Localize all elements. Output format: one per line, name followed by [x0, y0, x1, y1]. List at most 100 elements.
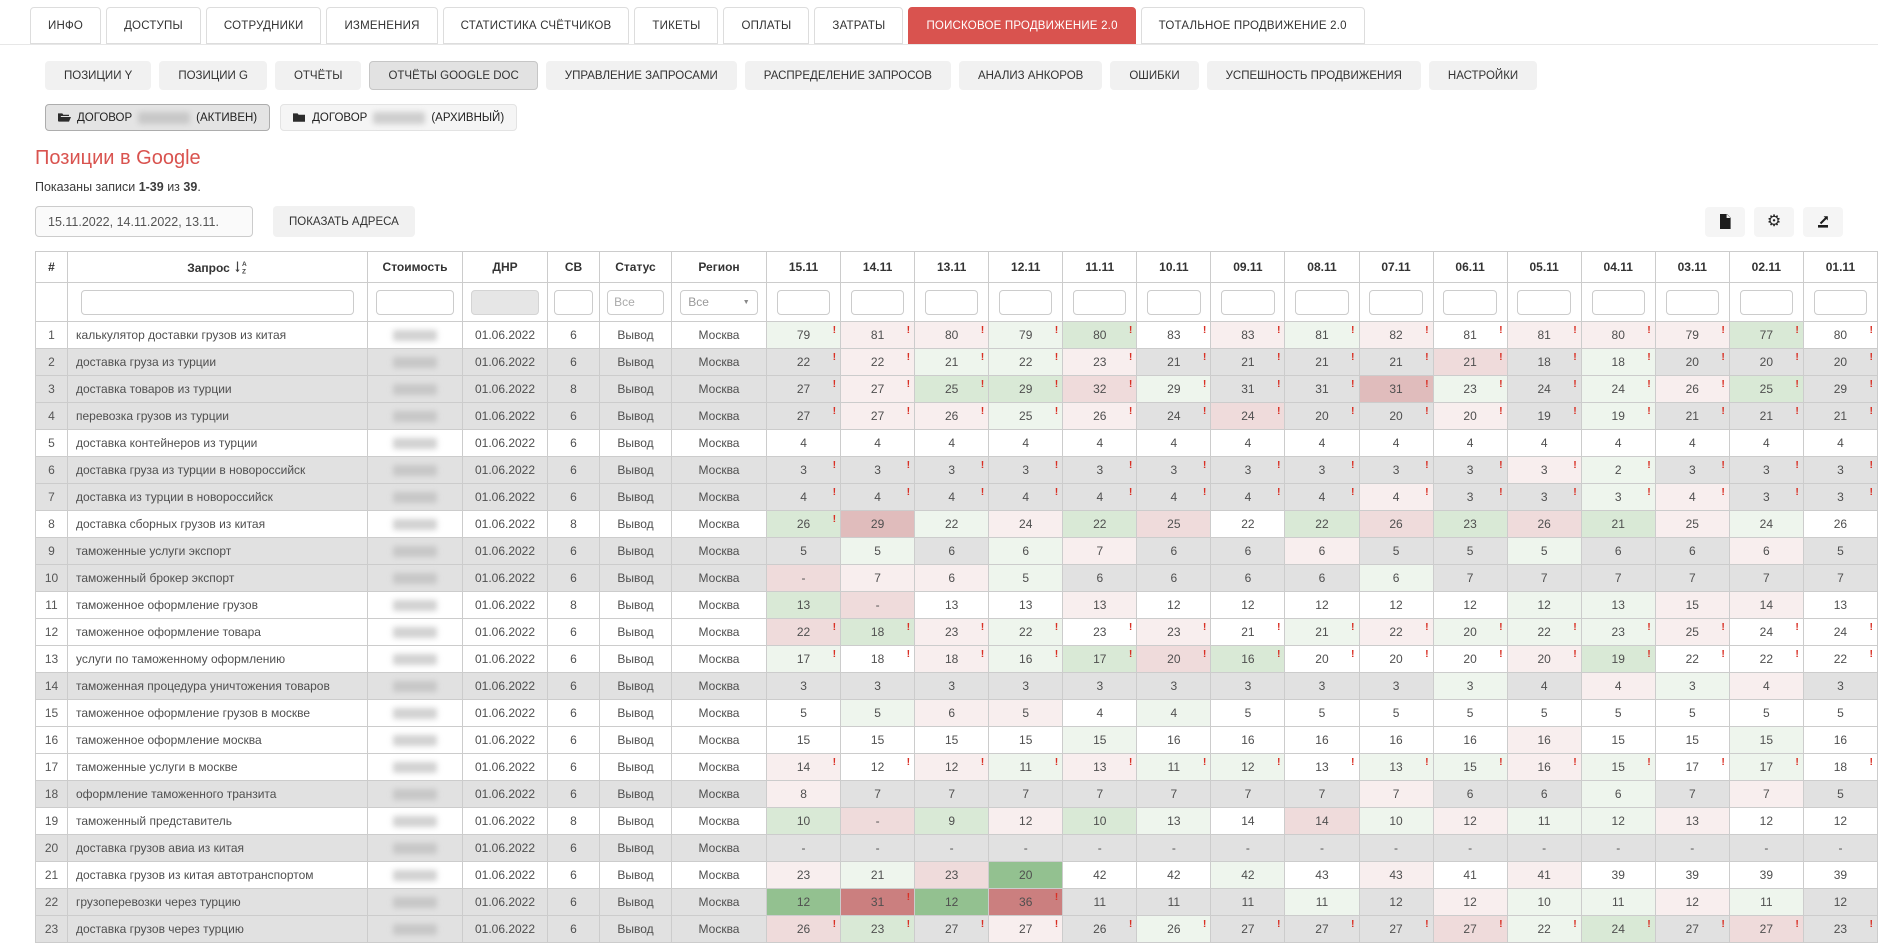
dnr-cell: 01.06.2022 — [462, 618, 548, 646]
contract-button-active[interactable]: ДОГОВОР (АКТИВЕН) — [45, 104, 271, 131]
filter-date-input-02-11[interactable] — [1739, 289, 1794, 315]
cost-redacted — [393, 411, 437, 423]
filter-query-input[interactable] — [80, 289, 355, 315]
filter-date-input-07-11[interactable] — [1369, 289, 1423, 315]
position-value: 20 — [1537, 652, 1551, 666]
dnr-cell: 01.06.2022 — [462, 753, 548, 781]
dates-filter-input[interactable] — [35, 206, 253, 237]
column-header-запрос[interactable]: Запрос A Z — [67, 251, 368, 283]
position-value: 26 — [1389, 517, 1403, 531]
filter-date-input-10-11[interactable] — [1147, 289, 1201, 315]
filter-date-input-15-11[interactable] — [776, 289, 831, 315]
warning-exclamation-icon: ! — [1499, 459, 1503, 471]
filter-date-input-01-11[interactable] — [1813, 289, 1868, 315]
subtab-отч-ты[interactable]: ОТЧЁТЫ — [274, 61, 362, 90]
position-value: - — [1468, 841, 1473, 855]
row-number: 20 — [35, 834, 68, 862]
filter-sv-input[interactable] — [554, 289, 593, 315]
contract-button-archived[interactable]: ДОГОВОР (АРХИВНЫЙ) — [280, 104, 518, 131]
sv-cell: 6 — [547, 618, 600, 646]
filter-date-input-09-11[interactable] — [1221, 289, 1275, 315]
filter-date-input-06-11[interactable] — [1443, 289, 1497, 315]
filter-date-input-03-11[interactable] — [1665, 289, 1719, 315]
position-value: 6 — [1540, 787, 1548, 801]
position-value: 4 — [1763, 436, 1770, 450]
position-value: 26 — [796, 922, 811, 936]
tab-инфо[interactable]: ИНФО — [30, 7, 102, 44]
subtab-распределение-запросов[interactable]: РАСПРЕДЕЛЕНИЕ ЗАПРОСОВ — [744, 61, 951, 90]
position-value: 15 — [1685, 733, 1699, 747]
subtab-анализ-анкоров[interactable]: АНАЛИЗ АНКОРОВ — [958, 61, 1103, 90]
subtab-позиции-g[interactable]: ПОЗИЦИИ G — [159, 61, 267, 90]
filter-status-input[interactable] — [607, 289, 664, 315]
export-button[interactable] — [1803, 206, 1843, 237]
settings-button[interactable]: ⚙ — [1754, 206, 1794, 237]
position-cell: 42 — [1210, 861, 1286, 889]
subtab-позиции-y[interactable]: ПОЗИЦИИ Y — [45, 61, 152, 90]
warning-exclamation-icon: ! — [1128, 378, 1133, 390]
filter-date-input-13-11[interactable] — [924, 289, 979, 315]
subtab-управление-запросами[interactable]: УПРАВЛЕНИЕ ЗАПРОСАМИ — [545, 61, 737, 90]
report-file-button[interactable] — [1705, 206, 1745, 237]
position-value: 3 — [874, 463, 881, 477]
subtab-отч-ты-google-doc[interactable]: ОТЧЁТЫ GOOGLE DOC — [369, 61, 538, 90]
tab-тотальное-продвижение-2-0[interactable]: ТОТАЛЬНОЕ ПРОДВИЖЕНИЕ 2.0 — [1140, 7, 1365, 44]
position-cell: 39 — [1802, 861, 1878, 889]
tab-изменения[interactable]: ИЗМЕНЕНИЯ — [326, 7, 438, 44]
filter-date-input-12-11[interactable] — [999, 289, 1053, 315]
filter-date-input-14-11[interactable] — [850, 289, 905, 315]
subtab-успешность-продвижения[interactable]: УСПЕШНОСТЬ ПРОДВИЖЕНИЯ — [1206, 61, 1421, 90]
cost-redacted — [393, 492, 437, 504]
position-value: 12 — [1463, 814, 1477, 828]
position-value: 82 — [1389, 328, 1403, 342]
position-value: - — [1319, 841, 1324, 855]
warning-exclamation-icon: ! — [1054, 648, 1059, 660]
cost-redacted — [393, 708, 437, 720]
tab-затраты[interactable]: ЗАТРАТЫ — [814, 7, 904, 44]
position-value: 29 — [1167, 382, 1181, 396]
warning-exclamation-icon: ! — [906, 756, 911, 768]
position-value: 7 — [1763, 787, 1770, 801]
position-cell: 23! — [1136, 618, 1212, 646]
show-addresses-button[interactable]: ПОКАЗАТЬ АДРЕСА — [273, 206, 415, 237]
position-value: 13 — [1093, 760, 1107, 774]
filter-date-input-11-11[interactable] — [1073, 289, 1127, 315]
position-cell: 15 — [988, 726, 1064, 754]
position-cell: 31! — [1358, 375, 1434, 403]
tab-оплаты[interactable]: ОПЛАТЫ — [723, 7, 810, 44]
position-cell: 12 — [1506, 591, 1582, 619]
position-cell: 12 — [1432, 807, 1508, 835]
filter-cost-input[interactable] — [376, 289, 454, 315]
dnr-cell: 01.06.2022 — [462, 591, 548, 619]
tab-доступы[interactable]: ДОСТУПЫ — [106, 7, 201, 44]
filter-region-select[interactable]: Все ▼ — [680, 289, 758, 315]
tab-тикеты[interactable]: ТИКЕТЫ — [634, 7, 719, 44]
position-cell: 3 — [1432, 672, 1508, 700]
position-value: 5 — [1022, 706, 1030, 720]
position-value: 27 — [1759, 922, 1774, 936]
tab-сотрудники[interactable]: СОТРУДНИКИ — [205, 7, 322, 44]
warning-exclamation-icon: ! — [1795, 621, 1799, 633]
position-value: 12 — [1759, 814, 1774, 828]
subtab-ошибки[interactable]: ОШИБКИ — [1110, 61, 1199, 90]
filter-date-input-04-11[interactable] — [1591, 289, 1645, 315]
warning-exclamation-icon: ! — [1647, 486, 1651, 498]
tab-поисковое-продвижение-2-0[interactable]: ПОИСКОВОЕ ПРОДВИЖЕНИЕ 2.0 — [908, 7, 1136, 44]
position-value: 3 — [1392, 679, 1400, 693]
subtab-настройки[interactable]: НАСТРОЙКИ — [1428, 61, 1538, 90]
position-value: 12 — [1389, 598, 1403, 612]
cost-redacted — [393, 843, 437, 855]
position-cell: 13 — [1654, 807, 1730, 835]
position-cell: 5 — [1506, 699, 1582, 727]
position-cell: 7 — [840, 564, 916, 592]
filter-date-input-05-11[interactable] — [1517, 289, 1571, 315]
position-cell: 6 — [1580, 780, 1656, 808]
tab-статистика-сч-тчиков[interactable]: СТАТИСТИКА СЧЁТЧИКОВ — [442, 7, 630, 44]
filter-date-input-08-11[interactable] — [1295, 289, 1349, 315]
row-number: 23 — [35, 915, 68, 943]
position-value: 14 — [1759, 598, 1774, 612]
warning-exclamation-icon: ! — [1499, 378, 1503, 390]
warning-exclamation-icon: ! — [1276, 621, 1281, 633]
position-cell: 24 — [1728, 510, 1804, 538]
